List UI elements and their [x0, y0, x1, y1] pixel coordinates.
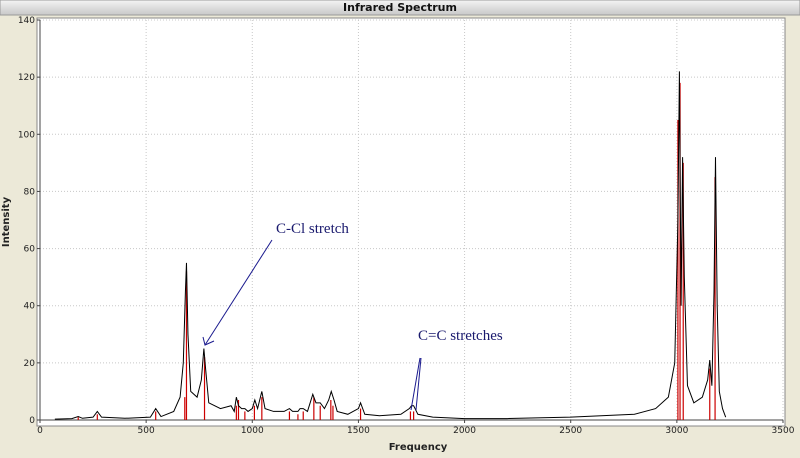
x-tick-label: 0: [37, 426, 43, 436]
y-tick-label: 60: [24, 245, 36, 255]
x-tick-label: 3000: [665, 426, 688, 436]
y-tick-label: 140: [18, 16, 35, 26]
plot-area: [36, 17, 786, 427]
annotation: C-Cl stretch: [276, 221, 349, 237]
title-bar: [0, 0, 800, 16]
x-tick-label: 3500: [772, 426, 795, 436]
arrowhead: [202, 336, 215, 346]
y-tick-label: 0: [29, 416, 35, 426]
spectrum-line: [54, 71, 727, 420]
grid: 0 20 40 60 80 100 120 140 0 500 1000 1500 2000 2500 30…: [18, 16, 795, 436]
arrow: [204, 239, 273, 346]
y-tick-label: 120: [18, 73, 35, 83]
x-tick-label: 2500: [559, 426, 582, 436]
x-tick-label: 1500: [347, 426, 370, 436]
x-tick-label: 2000: [453, 426, 476, 436]
arrow: [410, 357, 421, 411]
x-tick-label: 500: [138, 426, 155, 436]
annotation: C=C stretches: [418, 328, 503, 344]
y-tick-label: 20: [24, 359, 36, 369]
x-tick-label: 1000: [241, 426, 264, 436]
chart-title: Infrared Spectrum: [343, 1, 457, 14]
arrow: [415, 357, 422, 411]
y-tick-label: 100: [18, 130, 35, 140]
y-tick-label: 40: [24, 302, 36, 312]
annotation-arrows: [202, 239, 422, 411]
y-axis-label: Intensity: [1, 196, 12, 247]
marks: [54, 71, 727, 420]
x-axis-label: Frequency: [389, 442, 448, 453]
y-tick-label: 80: [24, 187, 36, 197]
